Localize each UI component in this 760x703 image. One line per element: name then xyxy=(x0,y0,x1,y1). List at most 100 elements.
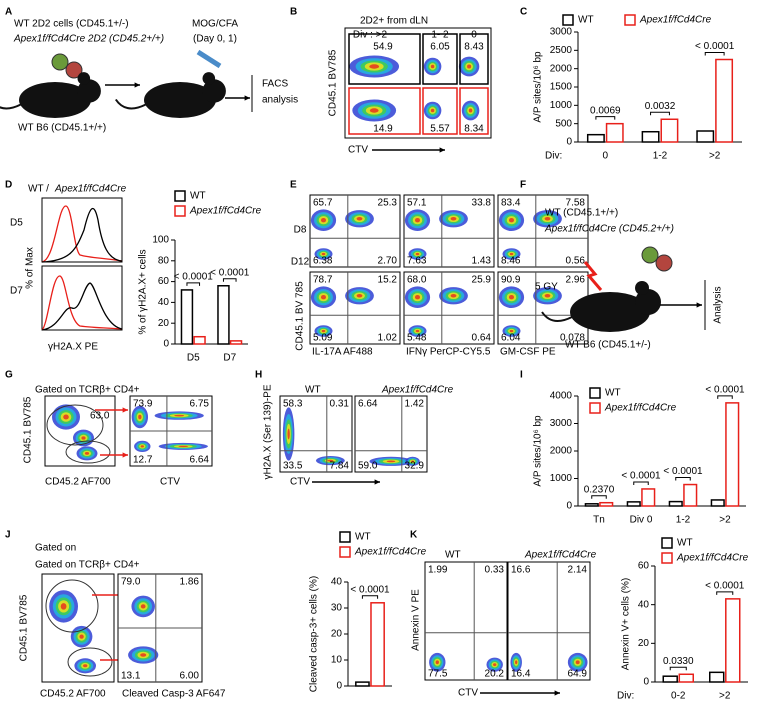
density xyxy=(450,294,457,298)
gate xyxy=(46,404,104,446)
quadrant-value: 15.2 xyxy=(378,275,398,286)
legend-swatch xyxy=(589,402,601,414)
gate xyxy=(67,647,113,677)
cell xyxy=(641,246,659,264)
hist-frame xyxy=(41,197,123,263)
label: Apex1f/fCd4Cre xyxy=(524,550,597,561)
quadrant-value: 2.70 xyxy=(378,256,398,267)
y-tick-label: 20 xyxy=(331,629,343,640)
quadrant-value: 64.9 xyxy=(568,669,588,680)
label: Gated on xyxy=(35,543,76,554)
legend-label: Apex1f/fCd4Cre xyxy=(189,206,262,217)
label: 63.0 xyxy=(90,411,110,422)
quadrant-value: 2.96 xyxy=(566,275,586,286)
quadrant-value: 1.42 xyxy=(405,399,425,410)
panel-letter: E xyxy=(290,180,297,191)
y-tick-label: 0 xyxy=(163,339,169,350)
histogram xyxy=(41,275,123,331)
mouse-head xyxy=(635,289,661,315)
quadrant-value: 73.9 xyxy=(133,399,153,410)
label: 8.43 xyxy=(464,42,484,53)
density xyxy=(544,294,551,298)
bracket xyxy=(361,595,379,599)
quadrant-value: 33.5 xyxy=(283,461,303,472)
label: CD45.2 AF700 xyxy=(40,689,106,700)
label: CTV xyxy=(160,477,180,488)
bracket xyxy=(591,495,607,499)
label: 1- 2 xyxy=(431,30,449,41)
quadrant-value: 90.9 xyxy=(501,275,521,286)
quadrant-value: 20.2 xyxy=(485,669,505,680)
density xyxy=(79,634,84,639)
density xyxy=(509,252,514,256)
panel-letter: H xyxy=(255,370,262,381)
quadrant-value: 83.4 xyxy=(501,198,521,209)
label: CD45.2 AF700 xyxy=(45,477,111,488)
label: Analysis xyxy=(713,286,724,323)
y-tick-label: 0 xyxy=(566,501,572,512)
y-tick-label: 20 xyxy=(158,318,170,329)
arrow-head xyxy=(696,302,702,308)
density xyxy=(411,460,415,463)
density xyxy=(84,452,90,455)
x-tick-label: D7 xyxy=(223,353,236,364)
p-value: < 0.0001 xyxy=(621,471,661,482)
y-tick-label: 40 xyxy=(331,577,343,588)
label: IL-17A AF488 xyxy=(312,347,373,358)
label: Gated on TCRβ+ CD4+ xyxy=(35,385,140,396)
density xyxy=(435,660,439,665)
cell xyxy=(51,53,69,71)
quadrant-value: 0.56 xyxy=(566,256,586,267)
histogram xyxy=(41,282,123,331)
arrow-head xyxy=(122,452,128,458)
label: IFNγ PerCP-CY5.5 xyxy=(406,347,491,358)
y-axis-label: Cleaved casp-3+ cells (%) xyxy=(309,576,320,692)
cell xyxy=(655,254,673,272)
legend-swatch xyxy=(174,205,186,217)
p-value: < 0.0001 xyxy=(705,385,745,396)
label: WT (CD45.1+/+) xyxy=(545,208,618,219)
label: Apex1f/fCd4Cre 2D2 (CD45.2+/+) xyxy=(13,34,164,45)
x-tick-label: 1-2 xyxy=(653,151,668,162)
y-tick-label: 2000 xyxy=(550,63,573,74)
panel-letter: K xyxy=(410,530,418,541)
quadrant-value: 7.58 xyxy=(566,198,586,209)
p-value: < 0.0001 xyxy=(350,584,390,595)
density xyxy=(320,295,327,300)
quadrant-value: 77.5 xyxy=(428,669,448,680)
y-tick-label: 1000 xyxy=(550,100,573,111)
bar xyxy=(725,402,740,507)
legend-swatch xyxy=(661,537,673,549)
label: D8 xyxy=(294,225,307,236)
density xyxy=(81,436,86,440)
y-tick-label: 2000 xyxy=(550,446,573,457)
label: CTV xyxy=(290,477,310,488)
bar xyxy=(709,671,725,683)
p-value: 0.2370 xyxy=(584,484,615,495)
y-axis-label: % of γH2A.X+ cells xyxy=(138,249,149,334)
quadrant-value: 13.1 xyxy=(121,671,141,682)
y-tick-label: 500 xyxy=(555,118,572,129)
quadrant-value: 68.0 xyxy=(407,275,427,286)
p-value: 0.0032 xyxy=(645,101,676,112)
quadrant-value: 6.00 xyxy=(180,671,200,682)
density xyxy=(509,329,514,333)
legend-swatch xyxy=(589,387,601,399)
density xyxy=(508,218,515,223)
bar xyxy=(586,133,605,143)
quadrant-value: 1.43 xyxy=(472,256,492,267)
bar xyxy=(641,130,660,143)
density xyxy=(450,217,457,221)
density xyxy=(430,64,435,69)
p-value: 0.0069 xyxy=(590,105,621,116)
label: % of Max xyxy=(25,247,36,289)
gate xyxy=(65,440,111,464)
mouse-head xyxy=(202,79,226,103)
label: Gated on TCRβ+ CD4+ xyxy=(35,560,140,571)
y-axis-label: A/P sites/10⁶ bp xyxy=(533,415,544,487)
mouse-body xyxy=(144,82,216,118)
y-tick-label: 4000 xyxy=(550,391,573,402)
density xyxy=(60,603,67,610)
quadrant-value: 1.86 xyxy=(180,577,200,588)
bar xyxy=(355,681,370,687)
